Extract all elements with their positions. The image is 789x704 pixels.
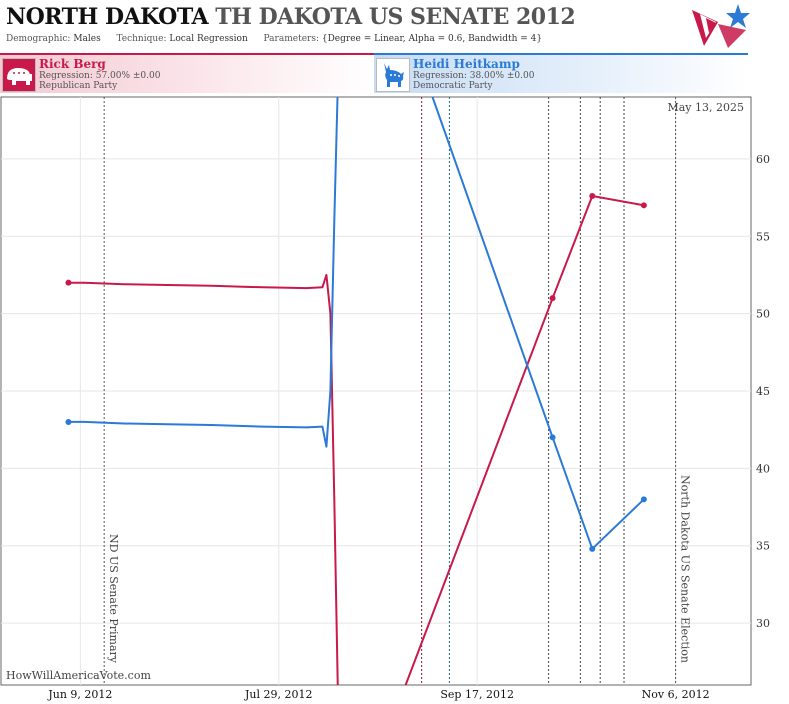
x-tick-label: Jul 29, 2012 bbox=[244, 688, 313, 701]
technique-value: Local Regression bbox=[169, 34, 248, 44]
candidate-republican: Rick Berg Regression: 57.00% ±0.00 Repub… bbox=[0, 53, 374, 93]
parameters-row: Demographic: Males Technique: Local Regr… bbox=[6, 34, 542, 44]
data-point bbox=[65, 279, 72, 286]
date-label: May 13, 2025 bbox=[667, 101, 744, 114]
candidate-name: Rick Berg bbox=[39, 57, 106, 71]
demographic-label: Demographic: bbox=[6, 34, 71, 44]
data-point bbox=[640, 202, 647, 209]
watermark: HowWillAmericaVote.com bbox=[6, 669, 151, 682]
candidate-party: Democratic Party bbox=[413, 81, 493, 91]
page-title: NORTH DAKOTA TH DAKOTA US SENATE 2012 bbox=[6, 4, 576, 30]
data-point bbox=[589, 193, 596, 200]
elephant-icon bbox=[2, 58, 36, 92]
y-axis: 30 35 40 45 50 55 60 bbox=[756, 153, 770, 630]
series-lines bbox=[65, 97, 647, 685]
candidate-regression: Regression: 57.00% ±0.00 bbox=[39, 71, 161, 81]
event-label: ND US Senate Primary bbox=[107, 534, 120, 664]
title-race: US SENATE 2012 bbox=[368, 4, 576, 30]
y-tick-label: 50 bbox=[756, 308, 770, 321]
parameters-label: Parameters: bbox=[263, 34, 319, 44]
donkey-icon bbox=[376, 58, 410, 92]
y-tick-label: 60 bbox=[756, 153, 770, 166]
data-point bbox=[549, 295, 556, 302]
x-tick-label: Nov 6, 2012 bbox=[642, 688, 710, 701]
candidate-regression: Regression: 38.00% ±0.00 bbox=[413, 71, 535, 81]
title-state: NORTH DAKOTA bbox=[6, 4, 209, 30]
technique-label: Technique: bbox=[116, 34, 167, 44]
star-flag-logo-icon bbox=[692, 4, 750, 48]
header: NORTH DAKOTA TH DAKOTA US SENATE 2012 De… bbox=[0, 0, 750, 50]
x-tick-label: Jun 9, 2012 bbox=[47, 688, 112, 701]
y-tick-label: 45 bbox=[756, 385, 770, 398]
candidate-party: Republican Party bbox=[39, 81, 118, 91]
y-tick-label: 55 bbox=[756, 230, 770, 243]
grid bbox=[1, 97, 751, 685]
title-overlap: TH DAKOTA bbox=[215, 4, 362, 30]
series-line bbox=[68, 195, 645, 685]
candidate-democrat: Heidi Heitkamp Regression: 38.00% ±0.00 … bbox=[374, 53, 748, 93]
x-tick-label: Sep 17, 2012 bbox=[440, 688, 514, 701]
x-axis: Jun 9, 2012 Jul 29, 2012 Sep 17, 2012 Nov 6… bbox=[47, 688, 709, 701]
data-point bbox=[589, 545, 596, 552]
data-point bbox=[65, 418, 72, 425]
event-label: North Dakota US Senate Election bbox=[679, 475, 692, 663]
parameters-value: {Degree = Linear, Alpha = 0.6, Bandwidth… bbox=[321, 34, 543, 44]
data-point bbox=[549, 434, 556, 441]
event-lines: ND US Senate Primary North Dakota US Sena… bbox=[103, 97, 692, 685]
series-line bbox=[68, 97, 645, 550]
y-tick-label: 30 bbox=[756, 617, 770, 630]
y-tick-label: 35 bbox=[756, 540, 770, 553]
y-tick-label: 40 bbox=[756, 462, 770, 475]
demographic-value: Males bbox=[73, 34, 101, 44]
data-point bbox=[640, 496, 647, 503]
candidate-name: Heidi Heitkamp bbox=[413, 57, 520, 71]
